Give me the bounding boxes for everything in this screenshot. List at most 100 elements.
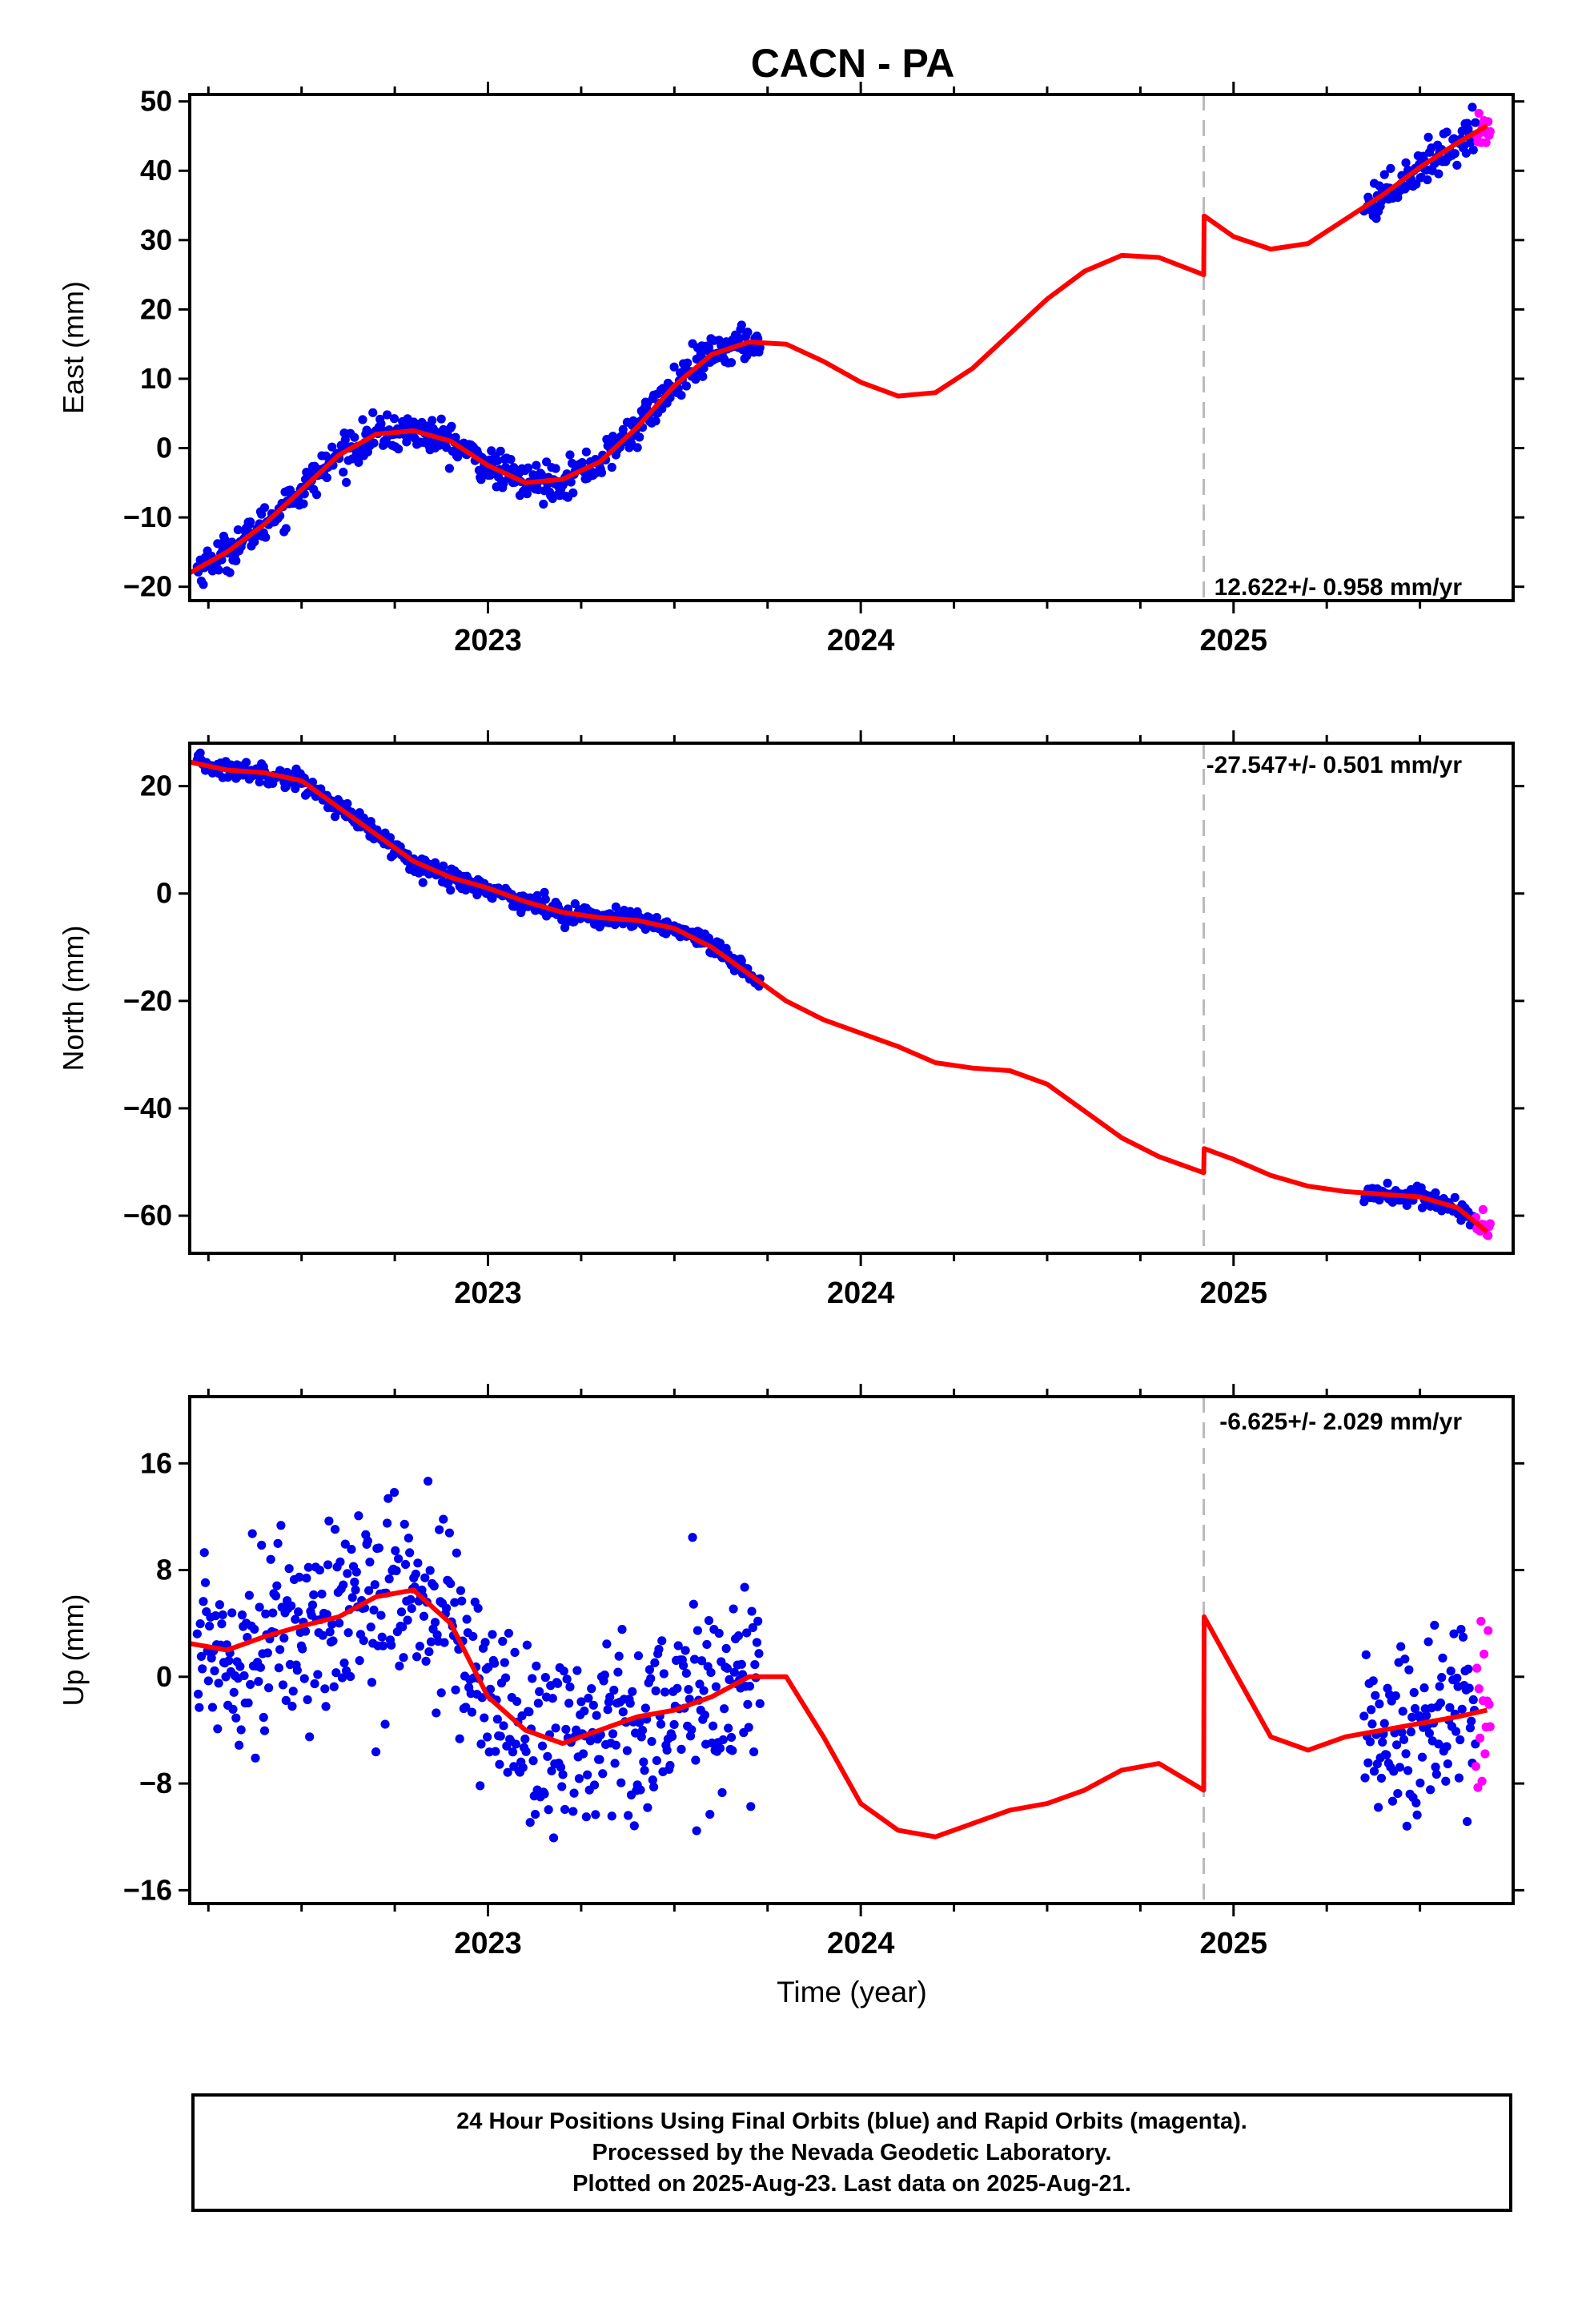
final-orbit-point: [508, 1747, 518, 1757]
final-orbit-point: [210, 1666, 219, 1675]
final-orbit-point: [367, 1678, 377, 1687]
final-orbit-point: [726, 1732, 737, 1743]
final-orbit-point: [415, 1642, 425, 1651]
rapid-orbit-point: [1476, 1616, 1486, 1626]
final-orbit-point: [358, 415, 367, 424]
final-orbit-point: [303, 1695, 312, 1705]
final-orbit-point: [625, 1699, 635, 1708]
final-orbit-point: [1401, 158, 1411, 167]
final-orbit-point: [383, 1494, 393, 1503]
final-orbit-point: [346, 1671, 355, 1682]
final-orbit-point: [568, 1807, 578, 1816]
final-orbit-point: [1450, 149, 1460, 159]
final-orbit-point: [715, 939, 725, 948]
final-orbit-point: [681, 381, 691, 391]
final-orbit-point: [250, 1624, 259, 1634]
final-orbit-point: [1464, 124, 1473, 134]
final-orbit-point: [656, 1719, 666, 1729]
final-orbit-point: [591, 1810, 600, 1819]
final-orbit-point: [461, 1703, 471, 1712]
final-orbit-point: [369, 438, 379, 448]
y-tick-label: 16: [140, 1446, 172, 1479]
final-orbit-point: [551, 464, 560, 473]
final-orbit-point: [389, 414, 400, 424]
final-orbit-point: [439, 861, 448, 870]
final-orbit-point: [561, 1724, 571, 1735]
final-orbit-point: [480, 1713, 489, 1723]
final-orbit-point: [405, 1548, 415, 1558]
final-orbit-point: [613, 1667, 623, 1677]
final-orbit-point: [684, 1684, 693, 1695]
final-orbit-point: [233, 525, 243, 535]
final-orbit-point: [693, 1626, 703, 1635]
final-orbit-point: [681, 1668, 691, 1679]
position-points: [192, 748, 1495, 1240]
final-orbit-point: [370, 1580, 379, 1590]
final-orbit-point: [1462, 1816, 1472, 1827]
final-orbit-point: [1464, 1664, 1473, 1674]
final-orbit-point: [291, 784, 300, 794]
final-orbit-point: [394, 444, 404, 454]
final-orbit-point: [303, 1562, 313, 1572]
final-orbit-point: [572, 1666, 582, 1675]
final-orbit-point: [528, 1674, 537, 1683]
footer-line-processor: Processed by the Nevada Geodetic Laborat…: [592, 2139, 1112, 2165]
final-orbit-point: [1452, 160, 1462, 170]
final-orbit-point: [371, 1747, 381, 1757]
final-orbit-point: [548, 1694, 557, 1703]
final-orbit-point: [377, 1632, 387, 1642]
final-orbit-point: [359, 1635, 368, 1646]
final-orbit-point: [1426, 1785, 1435, 1795]
final-orbit-point: [311, 490, 322, 500]
final-orbit-point: [339, 1580, 348, 1590]
final-orbit-point: [1431, 1762, 1440, 1772]
final-orbit-point: [457, 1596, 467, 1606]
final-orbit-point: [608, 1729, 618, 1739]
final-orbit-point: [195, 1703, 204, 1712]
final-orbit-point: [598, 1769, 608, 1779]
final-orbit-point: [729, 1667, 739, 1677]
final-orbit-point: [261, 533, 271, 542]
final-orbit-point: [365, 1557, 375, 1567]
final-orbit-point: [1396, 1642, 1406, 1651]
final-orbit-point: [652, 913, 661, 923]
final-orbit-point: [231, 556, 241, 565]
final-orbit-point: [467, 1707, 477, 1717]
final-orbit-point: [1435, 1682, 1444, 1691]
y-tick-label: 30: [140, 223, 172, 256]
final-orbit-point: [313, 1670, 323, 1679]
final-orbit-point: [271, 1591, 281, 1601]
final-orbit-point: [492, 456, 502, 466]
final-orbit-point: [354, 457, 363, 467]
final-orbit-point: [199, 1597, 208, 1606]
final-orbit-point: [622, 1746, 632, 1755]
final-orbit-point: [677, 390, 686, 400]
final-orbit-point: [565, 1682, 575, 1692]
final-orbit-point: [1379, 170, 1389, 179]
final-orbit-point: [1450, 1192, 1460, 1202]
final-orbit-point: [1457, 1704, 1467, 1714]
final-orbit-point: [616, 1778, 626, 1787]
final-orbit-point: [315, 1565, 324, 1575]
x-tick-label: 2023: [454, 1277, 522, 1310]
final-orbit-point: [403, 1615, 412, 1625]
y-tick-label: −16: [123, 1873, 172, 1906]
final-orbit-point: [196, 1651, 207, 1662]
final-orbit-point: [298, 1644, 307, 1654]
final-orbit-point: [648, 1782, 659, 1792]
final-orbit-point: [1458, 1632, 1468, 1642]
final-orbit-point: [337, 1673, 347, 1683]
final-orbit-point: [558, 1770, 568, 1779]
final-orbit-point: [1409, 1687, 1419, 1698]
final-orbit-point: [1365, 1737, 1375, 1747]
final-orbit-point: [340, 1539, 350, 1549]
final-orbit-point: [1423, 1637, 1433, 1647]
final-orbit-point: [1367, 1705, 1376, 1715]
final-orbit-point: [702, 1639, 712, 1650]
final-orbit-point: [618, 424, 628, 435]
final-orbit-point: [718, 1735, 728, 1745]
final-orbit-point: [480, 1638, 490, 1647]
final-orbit-point: [310, 1679, 319, 1689]
final-orbit-point: [1423, 175, 1432, 185]
final-orbit-point: [683, 358, 693, 368]
